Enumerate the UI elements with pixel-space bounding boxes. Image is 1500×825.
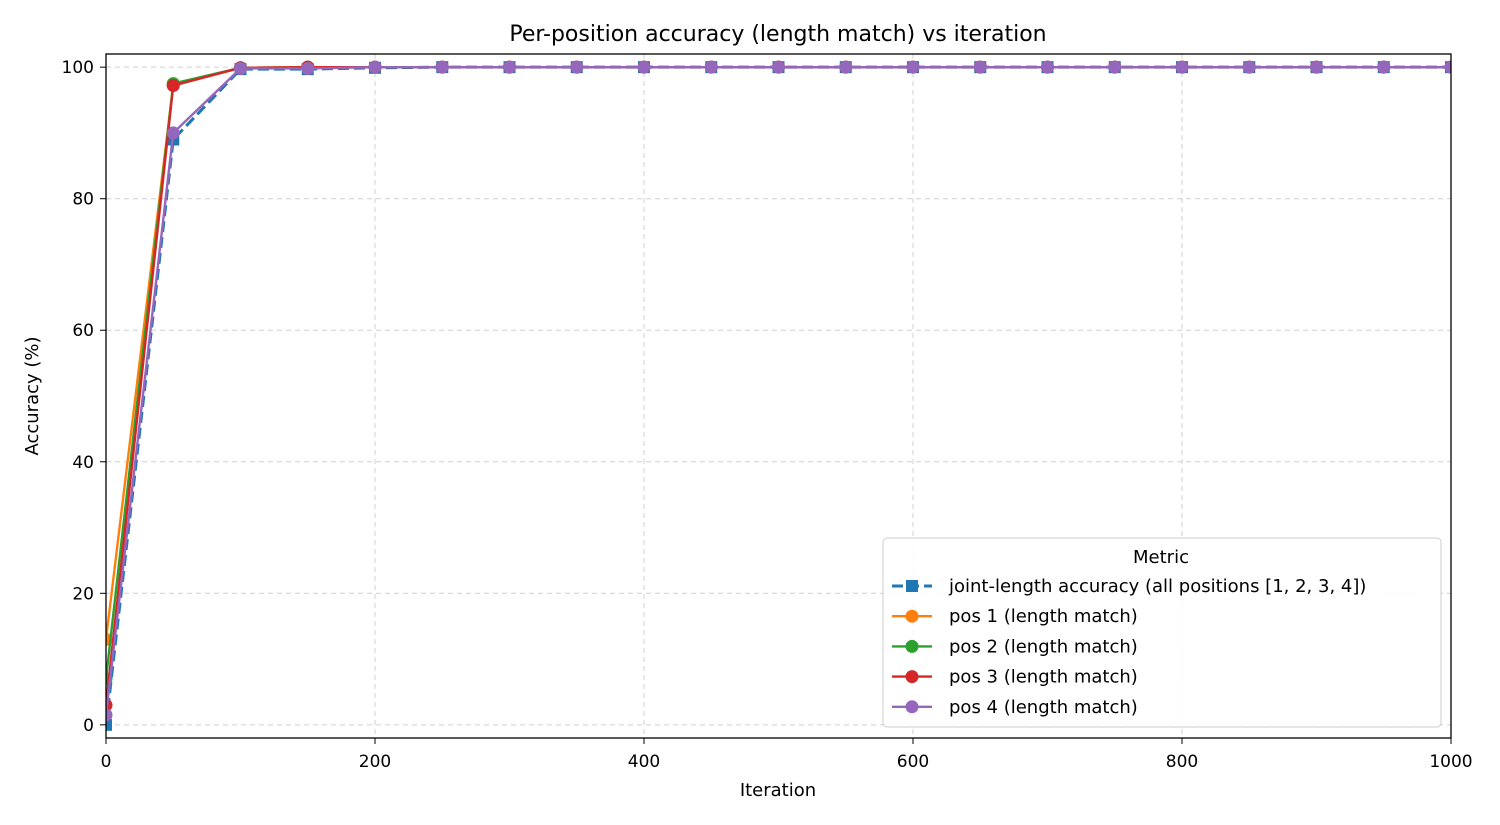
data-point: [1242, 60, 1256, 74]
legend-label: pos 3 (length match): [949, 667, 1138, 688]
data-point: [503, 60, 516, 74]
y-axis-label: Accuracy (%): [22, 336, 43, 455]
data-point: [106, 718, 112, 731]
data-point: [106, 708, 113, 722]
legend-entry: pos 4 (length match): [892, 697, 1138, 718]
legend-marker: [905, 670, 919, 684]
legend: Metric joint-length accuracy (all positi…: [882, 537, 1442, 728]
legend-marker: [905, 609, 919, 623]
y-tick-label: 20: [72, 584, 94, 604]
data-point: [166, 126, 180, 140]
legend-label: pos 2 (length match): [949, 636, 1138, 657]
axis-ticks: 0 200 400 600 800 1000 0 20 40 60 80 100: [62, 58, 1473, 772]
y-tick-label: 40: [72, 453, 94, 473]
x-tick-label: 0: [101, 752, 112, 772]
data-point: [1108, 60, 1122, 74]
data-point: [1310, 60, 1323, 74]
legend-marker: [906, 580, 918, 592]
legend-marker: [905, 639, 919, 653]
plot-frame: [105, 53, 1452, 739]
legend-entry: pos 2 (length match): [892, 636, 1138, 657]
data-point: [973, 60, 987, 74]
legend-entry: joint-length accuracy (all positions [1,…: [892, 576, 1366, 597]
x-tick-label: 200: [359, 752, 391, 772]
x-tick-label: 400: [628, 752, 660, 772]
y-tick-label: 100: [62, 58, 94, 78]
data-point: [839, 60, 853, 74]
data-point: [570, 60, 584, 74]
data-point: [368, 60, 382, 74]
legend-entries: joint-length accuracy (all positions [1,…: [892, 576, 1366, 718]
data-point: [301, 61, 315, 75]
legend-label: joint-length accuracy (all positions [1,…: [948, 576, 1366, 597]
data-point: [234, 61, 247, 75]
y-tick-label: 60: [72, 321, 94, 341]
data-point: [1175, 60, 1189, 74]
y-tick-label: 80: [72, 190, 94, 210]
legend-title: Metric: [1133, 547, 1189, 568]
legend-marker: [905, 700, 919, 714]
data-point: [906, 60, 920, 74]
x-tick-label: 1000: [1429, 752, 1472, 772]
x-tick-label: 600: [897, 752, 929, 772]
data-point: [1444, 60, 1451, 74]
x-tick-label: 800: [1166, 752, 1198, 772]
series-layer: [106, 60, 1451, 731]
data-point: [637, 60, 651, 74]
x-axis-label: Iteration: [740, 780, 816, 801]
data-point: [435, 60, 449, 74]
data-point: [1041, 60, 1054, 74]
data-point: [704, 60, 718, 74]
y-tick-label: 0: [83, 716, 94, 736]
series-4: [106, 60, 1451, 722]
legend-box: [882, 537, 1442, 728]
data-point: [772, 60, 785, 74]
chart-title: Per-position accuracy (length match) vs …: [509, 22, 1046, 47]
data-point: [166, 79, 180, 93]
data-point: [1377, 60, 1391, 74]
legend-label: pos 1 (length match): [949, 606, 1138, 627]
legend-entry: pos 3 (length match): [892, 667, 1138, 688]
legend-entry: pos 1 (length match): [892, 606, 1138, 627]
legend-label: pos 4 (length match): [949, 697, 1138, 718]
